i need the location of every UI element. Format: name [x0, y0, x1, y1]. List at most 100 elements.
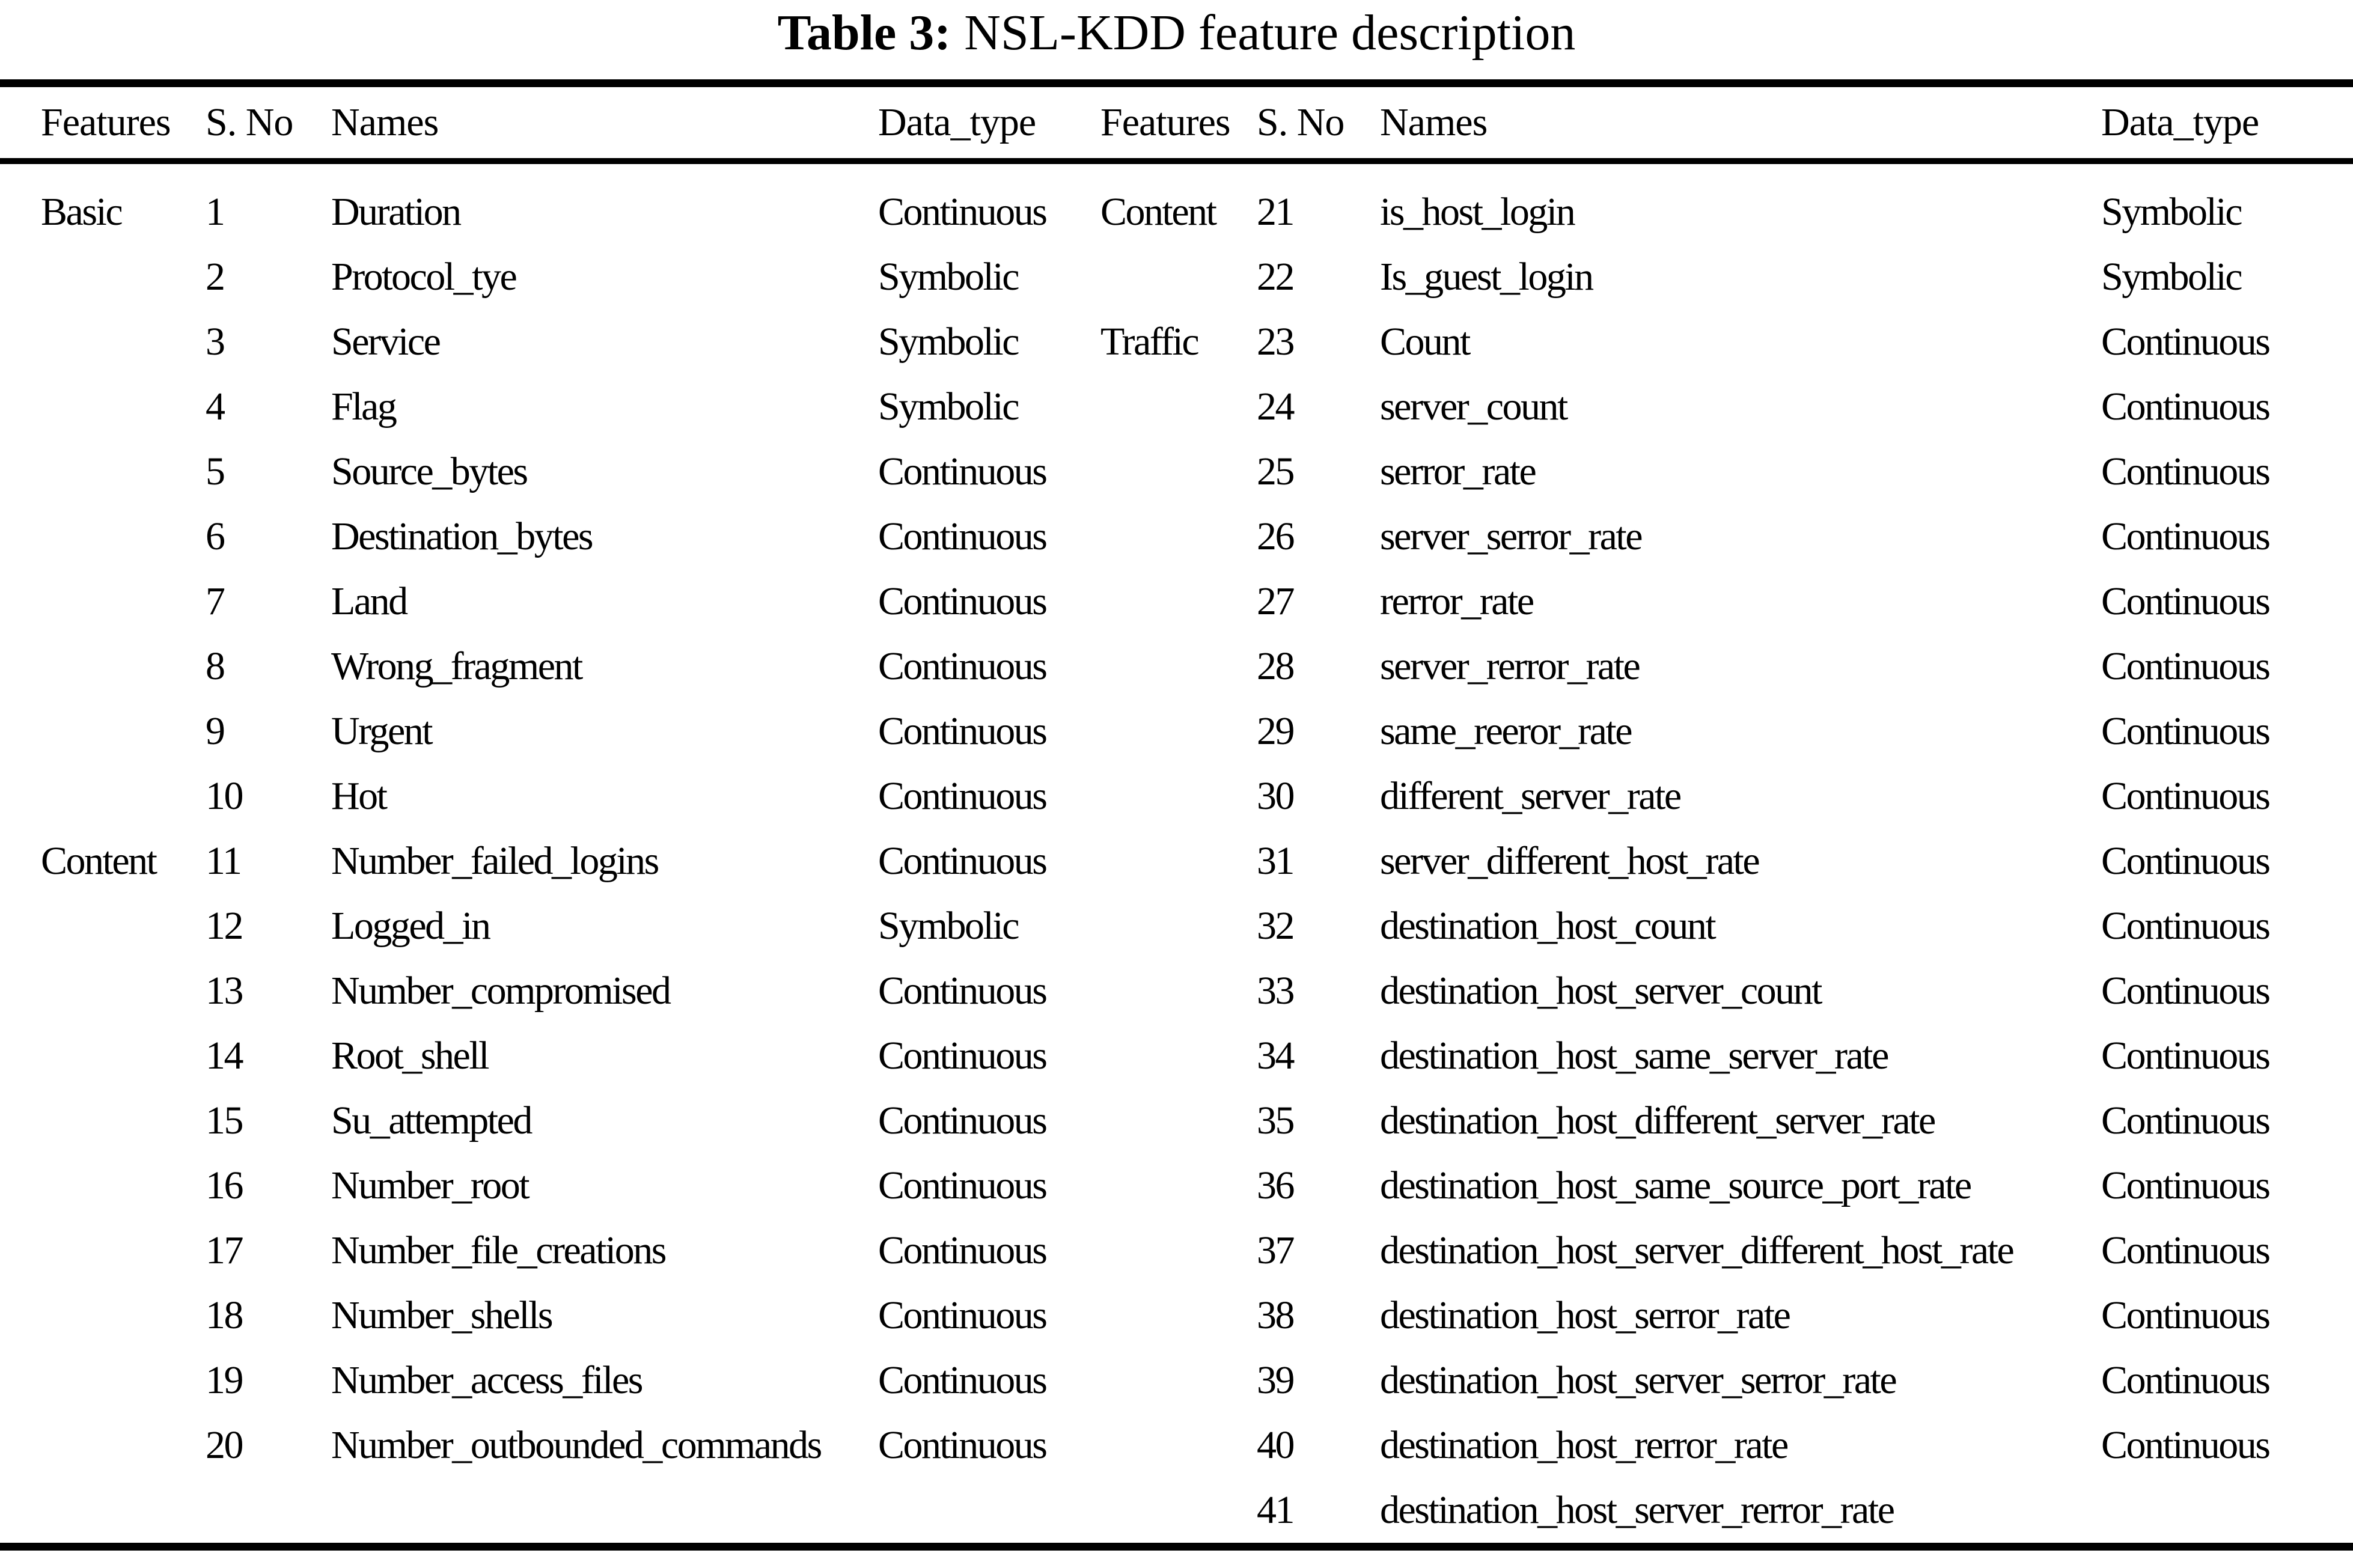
feature-name-cell: different_server_rate — [1380, 774, 1682, 818]
feature-group-cell — [1100, 634, 1257, 699]
feature-name-cell: Is_guest_login — [1380, 255, 1594, 299]
serial-number-cell: 34 — [1257, 1034, 1295, 1078]
feature-group-cell: Content — [1100, 190, 1217, 234]
serial-number-cell: 14 — [206, 1034, 244, 1078]
serial-number-cell: 9 — [206, 709, 225, 753]
serial-number-cell: 6 — [206, 514, 225, 558]
data-type-cell: Continuous — [2101, 969, 2271, 1013]
feature-group-cell — [41, 1218, 206, 1283]
serial-number-cell: 37 — [1257, 1228, 1295, 1272]
feature-name-cell: Service — [331, 320, 441, 364]
data-type-cell: Symbolic — [878, 320, 1020, 364]
serial-number-cell: 13 — [206, 969, 244, 1013]
data-type-cell: Continuous — [878, 579, 1048, 623]
feature-name-cell: Root_shell — [331, 1034, 490, 1078]
table-caption-label: Table 3: — [777, 5, 951, 61]
feature-name-cell: Flag — [331, 385, 397, 429]
data-type-cell: Continuous — [878, 1164, 1048, 1207]
feature-name-cell: destination_host_rerror_rate — [1380, 1423, 1789, 1467]
data-type-cell: Continuous — [2101, 514, 2271, 558]
feature-group-cell — [41, 439, 206, 504]
serial-number-cell: 18 — [206, 1293, 244, 1337]
data-type-cell: Continuous — [2101, 1358, 2271, 1402]
data-type-cell: Continuous — [2101, 1099, 2271, 1142]
feature-name-cell: server_count — [1380, 385, 1568, 429]
feature-name-cell: server_serror_rate — [1380, 514, 1643, 558]
data-type-cell: Continuous — [2101, 320, 2271, 364]
data-type-cell: Symbolic — [878, 255, 1020, 299]
feature-name-cell: Source_bytes — [331, 450, 528, 493]
feature-group-cell — [1100, 1283, 1257, 1348]
data-type-cell: Continuous — [2101, 1293, 2271, 1337]
feature-group-cell — [41, 894, 206, 959]
feature-group-cell: Traffic — [1100, 320, 1200, 364]
data-type-cell: Continuous — [878, 1423, 1048, 1467]
serial-number-cell — [206, 1478, 331, 1543]
serial-number-cell: 24 — [1257, 385, 1295, 429]
feature-name-cell: destination_host_serror_rate — [1380, 1293, 1791, 1337]
data-type-cell: Continuous — [878, 514, 1048, 558]
header-names-right: Names — [1380, 100, 1488, 144]
feature-name-cell: Logged_in — [331, 904, 491, 948]
feature-group-cell — [1100, 1348, 1257, 1413]
feature-name-cell: Wrong_fragment — [331, 644, 583, 688]
feature-group-cell — [41, 245, 206, 310]
serial-number-cell: 16 — [206, 1164, 244, 1207]
table-body: Basic 1 Duration Continuous Content 21 is_host… — [0, 164, 2353, 1543]
data-type-cell: Continuous — [2101, 774, 2271, 818]
serial-number-cell: 29 — [1257, 709, 1295, 753]
feature-group-cell — [41, 634, 206, 699]
data-type-cell: Continuous — [878, 1034, 1048, 1078]
feature-group-cell — [1100, 245, 1257, 310]
data-type-cell: Continuous — [878, 1228, 1048, 1272]
serial-number-cell: 30 — [1257, 774, 1295, 818]
data-type-cell: Continuous — [878, 1099, 1048, 1142]
table-top-rule — [0, 79, 2353, 87]
feature-group-cell — [1100, 569, 1257, 634]
data-type-cell: Continuous — [878, 709, 1048, 753]
table-header-row: Features S. No Names Data_type Features … — [0, 87, 2353, 158]
serial-number-cell: 38 — [1257, 1293, 1295, 1337]
header-names-left: Names — [331, 100, 439, 144]
feature-name-cell: destination_host_server_different_host_r… — [1380, 1228, 2015, 1272]
serial-number-cell: 40 — [1257, 1423, 1295, 1467]
feature-group-cell — [41, 310, 206, 374]
data-type-cell: Continuous — [878, 450, 1048, 493]
table-bottom-rule — [0, 1543, 2353, 1551]
feature-group-cell — [41, 1478, 206, 1543]
data-type-cell: Continuous — [2101, 644, 2271, 688]
feature-name-cell: Number_shells — [331, 1293, 554, 1337]
feature-group-cell — [41, 1348, 206, 1413]
feature-name-cell: destination_host_same_source_port_rate — [1380, 1164, 1972, 1207]
data-type-cell: Continuous — [2101, 1423, 2271, 1467]
feature-name-cell: rerror_rate — [1380, 579, 1534, 623]
feature-group-cell — [1100, 959, 1257, 1023]
feature-group-cell — [1100, 439, 1257, 504]
serial-number-cell: 5 — [206, 450, 225, 493]
feature-group-cell — [1100, 1088, 1257, 1153]
serial-number-cell: 20 — [206, 1423, 244, 1467]
serial-number-cell: 35 — [1257, 1099, 1295, 1142]
feature-name-cell: Protocol_tye — [331, 255, 517, 299]
feature-group-cell — [41, 1088, 206, 1153]
feature-name-cell: Number_root — [331, 1164, 530, 1207]
serial-number-cell: 12 — [206, 904, 244, 948]
data-type-cell: Continuous — [878, 1293, 1048, 1337]
feature-name-cell: Su_attempted — [331, 1099, 533, 1142]
feature-group-cell — [1100, 764, 1257, 829]
serial-number-cell: 25 — [1257, 450, 1295, 493]
feature-group-cell — [41, 504, 206, 569]
feature-name-cell: serror_rate — [1380, 450, 1537, 493]
table-caption-text: NSL-KDD feature description — [964, 5, 1576, 61]
table-caption: Table 3: NSL-KDD feature description — [0, 0, 2353, 79]
feature-name-cell: Number_file_creations — [331, 1228, 667, 1272]
feature-name-cell: server_rerror_rate — [1380, 644, 1641, 688]
header-features-right: Features — [1100, 100, 1231, 144]
feature-name-cell: destination_host_count — [1380, 904, 1717, 948]
serial-number-cell: 28 — [1257, 644, 1295, 688]
data-type-cell: Continuous — [2101, 579, 2271, 623]
data-type-cell: Symbolic — [878, 385, 1020, 429]
serial-number-cell: 26 — [1257, 514, 1295, 558]
feature-group-cell — [41, 374, 206, 439]
